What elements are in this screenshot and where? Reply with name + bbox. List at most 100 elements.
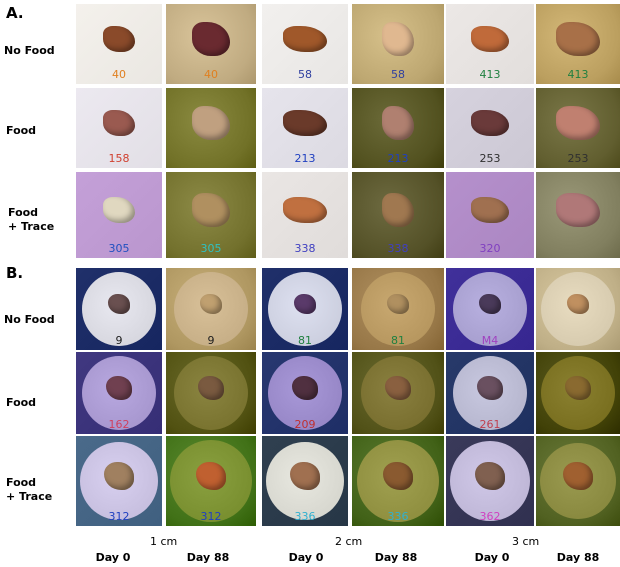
coral-photo: 312 [76, 436, 162, 526]
coral-fragment [387, 294, 409, 315]
specimen-tag: 253 [567, 152, 589, 165]
coral-photo: 305 [76, 172, 162, 258]
specimen-tag: 312 [108, 510, 130, 523]
column-label-day88-1: Day 88 [186, 551, 230, 564]
specimen-tag: 9 [115, 334, 123, 347]
coral-fragment [192, 22, 230, 57]
coral-fragment [196, 461, 226, 490]
panel-b-letter: B. [6, 264, 24, 282]
specimen-tag: 213 [387, 152, 409, 165]
coral-fragment [471, 196, 509, 223]
coral-photo: 336 [262, 436, 348, 526]
coral-fragment [200, 294, 222, 315]
specimen-tag: 338 [294, 242, 316, 255]
coral-fragment [563, 461, 593, 490]
coral-fragment [471, 26, 509, 53]
coral-photo [166, 88, 256, 168]
coral-fragment [192, 106, 230, 141]
specimen-tag: 312 [200, 510, 222, 523]
specimen-tag: 58 [391, 68, 405, 81]
coral-photo: 413 [536, 4, 620, 84]
coral-photo [352, 352, 444, 434]
coral-photo: 336 [352, 436, 444, 526]
coral-photo: 338 [352, 172, 444, 258]
coral-fragment [382, 106, 414, 141]
specimen-tag: 320 [479, 242, 501, 255]
specimen-tag: 81 [298, 334, 312, 347]
coral-fragment [479, 294, 501, 315]
coral-fragment [192, 192, 230, 227]
specimen-tag: 261 [479, 418, 501, 431]
coral-fragment [383, 461, 413, 490]
column-label-day88-3: Day 88 [556, 551, 600, 564]
coral-fragment [103, 196, 135, 223]
coral-photo [536, 436, 620, 526]
coral-photo: M4 [446, 268, 534, 350]
coral-photo: 58 [352, 4, 444, 84]
row-label-a-food: Food [6, 124, 37, 137]
specimen-tag: 338 [387, 242, 409, 255]
coral-fragment [198, 376, 224, 401]
specimen-tag: 209 [294, 418, 316, 431]
coral-fragment [382, 22, 414, 57]
coral-fragment [108, 294, 130, 315]
coral-fragment [556, 106, 600, 141]
coral-photo: 81 [262, 268, 348, 350]
coral-photo: 253 [446, 88, 534, 168]
specimen-tag: 40 [204, 68, 218, 81]
coral-fragment [283, 196, 327, 223]
specimen-tag: 362 [479, 510, 501, 523]
column-label-day88-2: Day 88 [374, 551, 418, 564]
column-label-day0-1: Day 0 [95, 551, 131, 564]
coral-photo: 209 [262, 352, 348, 434]
specimen-tag: 253 [479, 152, 501, 165]
coral-fragment [292, 376, 318, 401]
specimen-tag: M4 [481, 334, 499, 347]
coral-fragment [382, 192, 414, 227]
coral-photo: 312 [166, 436, 256, 526]
scale-label-3cm: 3 cm [512, 535, 540, 548]
coral-photo [536, 352, 620, 434]
row-label-b-no-food: No Food [4, 313, 55, 326]
coral-photo: 58 [262, 4, 348, 84]
coral-fragment [475, 461, 505, 490]
coral-fragment [556, 22, 600, 57]
coral-fragment [290, 461, 320, 490]
scale-label-2cm: 2 cm [335, 535, 363, 548]
coral-photo: 40 [166, 4, 256, 84]
coral-photo: 9 [76, 268, 162, 350]
specimen-tag: 336 [294, 510, 316, 523]
specimen-tag: 305 [200, 242, 222, 255]
coral-photo: 362 [446, 436, 534, 526]
coral-fragment [477, 376, 503, 401]
row-label-b-food-trace: Food + Trace [6, 476, 53, 503]
coral-photo [536, 172, 620, 258]
specimen-tag: 158 [108, 152, 130, 165]
specimen-tag: 213 [294, 152, 316, 165]
coral-fragment [106, 376, 132, 401]
coral-fragment [104, 461, 134, 490]
row-label-b-food: Food [6, 396, 37, 409]
column-label-day0-3: Day 0 [474, 551, 510, 564]
coral-photo: 253 [536, 88, 620, 168]
coral-photo: 413 [446, 4, 534, 84]
specimen-tag: 40 [112, 68, 126, 81]
coral-fragment [103, 110, 135, 137]
specimen-tag: 81 [391, 334, 405, 347]
coral-photo: 162 [76, 352, 162, 434]
coral-fragment [565, 376, 591, 401]
row-label-a-no-food: No Food [4, 44, 55, 57]
specimen-tag: 9 [207, 334, 215, 347]
coral-photo: 9 [166, 268, 256, 350]
coral-photo: 338 [262, 172, 348, 258]
coral-photo: 261 [446, 352, 534, 434]
specimen-tag: 413 [567, 68, 589, 81]
coral-fragment [471, 110, 509, 137]
coral-photo: 305 [166, 172, 256, 258]
column-label-day0-2: Day 0 [288, 551, 324, 564]
coral-fragment [283, 110, 327, 137]
specimen-tag: 162 [108, 418, 130, 431]
specimen-tag: 58 [298, 68, 312, 81]
coral-fragment [567, 294, 589, 315]
coral-photo: 40 [76, 4, 162, 84]
